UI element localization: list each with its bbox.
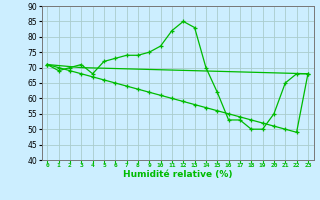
X-axis label: Humidité relative (%): Humidité relative (%) [123,170,232,179]
